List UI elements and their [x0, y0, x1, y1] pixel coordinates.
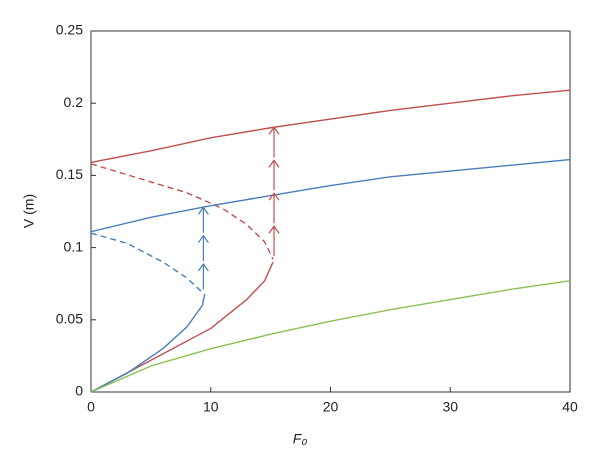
jump-arrow — [268, 192, 280, 224]
x-tick-label: 20 — [323, 399, 339, 415]
line — [90, 280, 571, 393]
line — [90, 89, 571, 164]
x-axis-label: F₀ — [293, 431, 308, 447]
line — [90, 293, 206, 393]
x-tick-label: 40 — [562, 399, 578, 415]
y-axis-label: V (m) — [21, 194, 37, 228]
x-tick-label: 10 — [203, 399, 219, 415]
jump-arrow — [268, 126, 280, 158]
y-tick-label: 0.05 — [56, 311, 83, 327]
y-tick-label: 0.25 — [56, 22, 83, 38]
jump-arrow — [197, 206, 209, 233]
jump-arrow — [197, 262, 209, 290]
x-tick-label: 0 — [87, 399, 95, 415]
y-tick-label: 0.15 — [56, 166, 83, 182]
jump-arrow — [268, 225, 280, 257]
line — [90, 163, 274, 260]
line — [90, 232, 203, 293]
y-tick-label: 0 — [75, 383, 83, 399]
y-tick-label: 0.2 — [64, 94, 84, 110]
line — [90, 261, 274, 393]
plot-frame — [90, 30, 571, 393]
y-tick-label: 0.1 — [64, 238, 84, 254]
jump-arrow — [197, 234, 209, 262]
line — [90, 158, 571, 233]
x-tick-label: 30 — [442, 399, 458, 415]
jump-arrow — [268, 159, 280, 191]
